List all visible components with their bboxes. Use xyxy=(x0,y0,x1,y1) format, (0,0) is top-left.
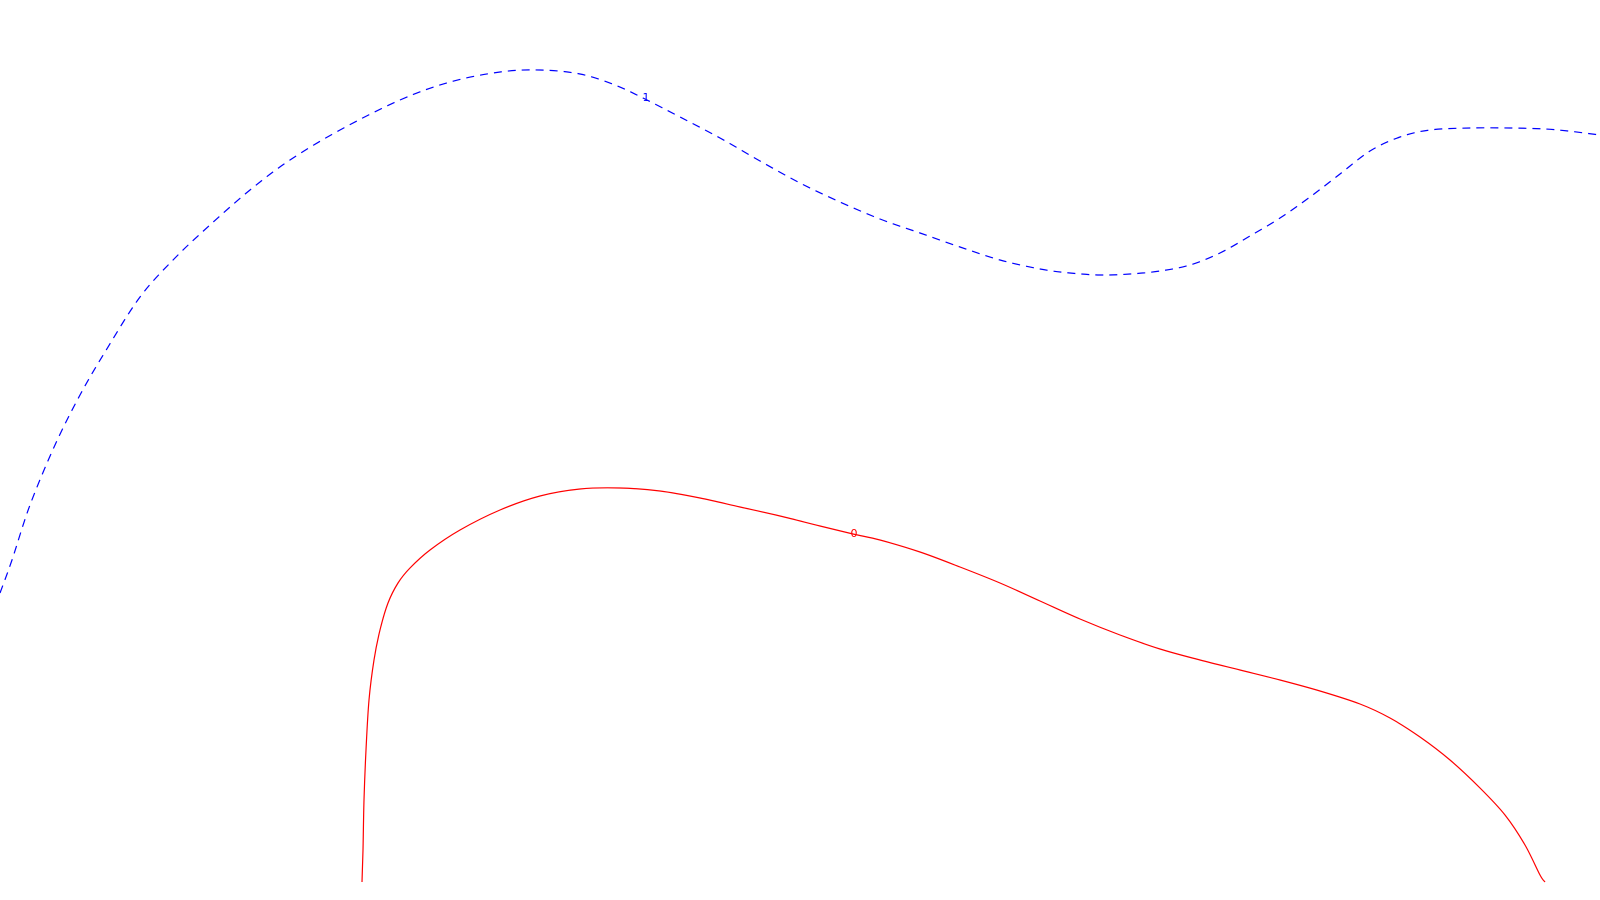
contour-label-1: 1 xyxy=(643,91,650,104)
contour-line-0 xyxy=(361,487,1546,883)
contour-labels: 1 0 xyxy=(643,91,858,540)
contour-label-0: 0 xyxy=(851,527,858,540)
contour-line-1 xyxy=(0,69,1600,594)
contour-lines xyxy=(0,69,1600,883)
